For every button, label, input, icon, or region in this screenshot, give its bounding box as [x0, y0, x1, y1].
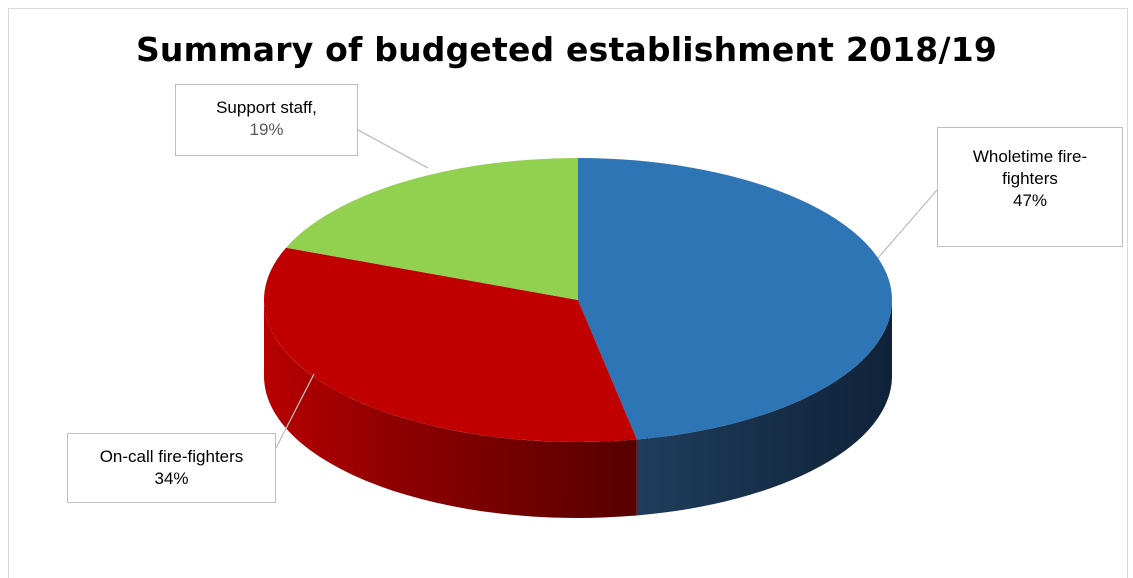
data-label-wholetime-name-2: fighters — [1002, 169, 1058, 188]
data-label-on-call: On-call fire-fighters 34% — [67, 433, 276, 503]
pie-slice-wholetime-fire-fighters — [578, 158, 893, 440]
leader-line-wholetime — [877, 189, 938, 259]
leader-line-on-call — [275, 373, 315, 449]
data-label-on-call-name: On-call fire-fighters — [99, 447, 244, 466]
chart-title: Summary of budgeted establishment 2018/1… — [135, 30, 998, 69]
pie-slice-on-call-fire-fighters — [263, 247, 637, 442]
pie-side-on-call-fire-fighters — [264, 300, 637, 518]
pie-side-wholetime-fire-fighters — [636, 300, 892, 516]
data-label-wholetime-name-1: Wholetime fire- — [972, 147, 1088, 166]
leader-line-support — [357, 129, 429, 169]
chart-frame — [8, 8, 1128, 578]
data-label-on-call-pct: 34% — [154, 469, 189, 488]
data-label-support-staff: Support staff, 19% — [175, 84, 358, 156]
pie-slice-support-staff — [286, 158, 578, 300]
data-label-support-pct: 19% — [249, 120, 284, 139]
data-label-support-name: Support staff, — [216, 98, 317, 117]
data-label-wholetime-pct: 47% — [1012, 191, 1048, 210]
data-label-wholetime: Wholetime fire- fighters 47% — [937, 127, 1123, 247]
